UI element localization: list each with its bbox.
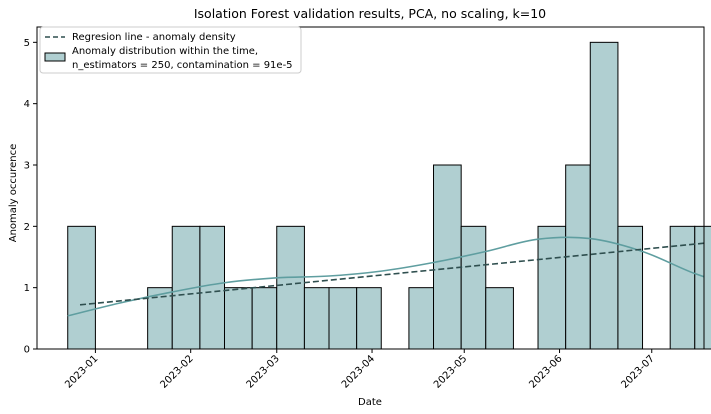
legend-histogram-label-line1: Anomaly distribution within the time, bbox=[72, 46, 258, 57]
histogram-bar bbox=[328, 287, 358, 350]
histogram-bar bbox=[433, 164, 462, 350]
legend-frame bbox=[39, 26, 302, 74]
x-tick-label: 2023-05 bbox=[432, 353, 469, 390]
y-tick-label: 4 bbox=[24, 99, 30, 110]
histogram-bar bbox=[408, 287, 435, 350]
y-tick-label: 3 bbox=[24, 161, 30, 172]
x-tick-label: 2023-01 bbox=[63, 353, 100, 390]
histogram-bar bbox=[223, 287, 253, 350]
histogram-bar bbox=[251, 287, 278, 350]
y-tick-label: 5 bbox=[24, 38, 30, 49]
chart-lines bbox=[67, 236, 704, 317]
y-axis: 0 1 2 3 4 5 bbox=[24, 38, 37, 356]
y-tick-label: 1 bbox=[24, 283, 30, 294]
x-tick-label: 2023-03 bbox=[245, 353, 282, 390]
y-tick-label: 2 bbox=[24, 222, 30, 233]
histogram-bar bbox=[67, 225, 96, 350]
histogram-bar bbox=[303, 287, 330, 350]
histogram-bar bbox=[460, 225, 487, 350]
y-tick-label: 0 bbox=[24, 345, 30, 356]
x-tick-label: 2023-02 bbox=[158, 353, 195, 390]
y-axis-label: Anomaly occurence bbox=[8, 144, 19, 243]
x-tick-label: 2023-07 bbox=[620, 353, 657, 390]
x-axis: 2023-01 2023-02 2023-03 2023-04 2023-05 2023-… bbox=[63, 349, 657, 391]
legend-regression-label: Regresion line - anomaly density bbox=[72, 32, 236, 43]
x-axis-label: Date bbox=[358, 397, 382, 408]
histogram-bar bbox=[537, 225, 567, 350]
histogram-bar bbox=[356, 287, 382, 350]
legend-histogram-label-line2: n_estimators = 250, contamination = 91e-… bbox=[72, 60, 293, 71]
legend: Regresion line - anomaly density Anomaly… bbox=[39, 26, 302, 74]
plot-area-frame bbox=[36, 26, 705, 350]
histogram-bar bbox=[199, 225, 225, 350]
chart-title: Isolation Forest validation results, PCA… bbox=[194, 6, 546, 21]
legend-histogram-swatch bbox=[44, 52, 66, 62]
regression-line bbox=[79, 242, 704, 306]
histogram-bar bbox=[694, 225, 711, 350]
histogram-bar bbox=[485, 287, 514, 350]
histogram-bar bbox=[589, 41, 619, 350]
histogram-bars bbox=[67, 41, 711, 350]
x-tick-label: 2023-06 bbox=[527, 353, 564, 390]
histogram-bar bbox=[276, 225, 305, 350]
x-tick-label: 2023-04 bbox=[340, 353, 377, 390]
